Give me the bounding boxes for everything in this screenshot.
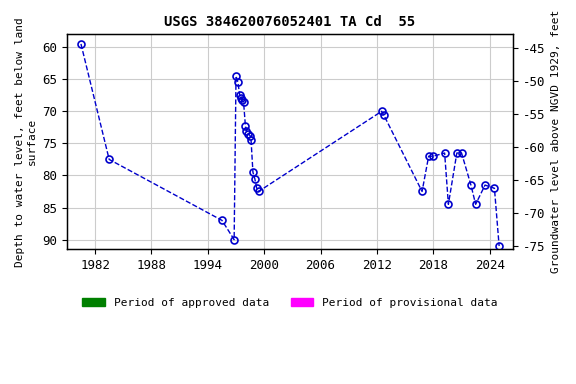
Y-axis label: Depth to water level, feet below land
surface: Depth to water level, feet below land su… — [15, 17, 37, 266]
Bar — [441, 249, 497, 253]
Bar — [71, 249, 83, 253]
Bar — [225, 249, 267, 253]
Bar — [377, 249, 384, 253]
Bar — [419, 249, 433, 253]
Y-axis label: Groundwater level above NGVD 1929, feet: Groundwater level above NGVD 1929, feet — [551, 10, 561, 273]
Title: USGS 384620076052401 TA Cd  55: USGS 384620076052401 TA Cd 55 — [164, 15, 416, 29]
Legend: Period of approved data, Period of provisional data: Period of approved data, Period of provi… — [78, 293, 502, 313]
Bar — [215, 249, 219, 253]
Bar — [497, 249, 501, 253]
Bar — [104, 249, 111, 253]
